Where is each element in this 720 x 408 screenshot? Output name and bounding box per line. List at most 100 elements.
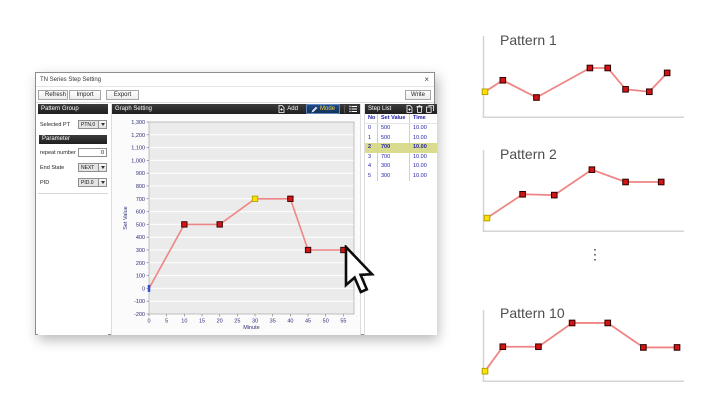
row-no: 1 bbox=[368, 134, 372, 141]
svg-text:30: 30 bbox=[252, 319, 258, 325]
row-no: 0 bbox=[368, 125, 372, 131]
svg-text:200: 200 bbox=[136, 261, 145, 267]
repeat-number-row: repeat number 0 bbox=[39, 148, 107, 157]
add-button[interactable]: Add bbox=[278, 104, 298, 114]
delete-step-icon[interactable] bbox=[416, 105, 423, 113]
row-set-value: 700 bbox=[377, 152, 409, 162]
end-state-label: End State bbox=[40, 164, 65, 171]
titlebar: TN Series Step Setting × bbox=[36, 73, 434, 87]
row-time: 10.00 bbox=[409, 171, 437, 181]
row-time: 10.00 bbox=[409, 162, 437, 172]
add-document-icon bbox=[278, 105, 285, 113]
table-row[interactable]: 1 500 10.00 bbox=[365, 133, 437, 143]
window-content: Pattern Group Selected PT PTN.0 Paramete… bbox=[36, 103, 437, 335]
mode-button[interactable]: Mode bbox=[305, 104, 340, 114]
svg-text:0: 0 bbox=[147, 319, 150, 325]
svg-text:5: 5 bbox=[165, 319, 168, 325]
svg-text:20: 20 bbox=[217, 319, 223, 325]
pattern-2-label: Pattern 2 bbox=[500, 146, 557, 162]
svg-text:1,000: 1,000 bbox=[131, 158, 145, 164]
table-row[interactable]: 4 300 10.00 bbox=[365, 162, 437, 172]
pid-value: PID.0 bbox=[78, 178, 98, 187]
col-set-value: Set Value bbox=[377, 114, 409, 123]
svg-text:Set Value: Set Value bbox=[123, 206, 129, 229]
step-table-body: 0 500 10.00 1 500 10.00 2 700 10.00 3 700 10.00 4 300… bbox=[365, 124, 437, 181]
row-set-value: 300 bbox=[377, 162, 409, 172]
pattern-1-chart bbox=[481, 36, 684, 118]
svg-text:-200: -200 bbox=[134, 312, 145, 318]
svg-text:1,300: 1,300 bbox=[131, 120, 145, 126]
chevron-down-icon bbox=[98, 163, 107, 172]
selected-pt-label: Selected PT bbox=[40, 121, 70, 128]
close-icon[interactable]: × bbox=[424, 74, 429, 84]
svg-text:700: 700 bbox=[136, 197, 145, 203]
row-set-value: 500 bbox=[377, 133, 409, 143]
svg-text:400: 400 bbox=[136, 235, 145, 241]
table-row[interactable]: 2 700 10.00 bbox=[365, 143, 437, 153]
svg-text:800: 800 bbox=[136, 184, 145, 190]
row-no: 3 bbox=[368, 153, 372, 160]
end-state-dropdown[interactable]: NEXT bbox=[78, 163, 107, 172]
end-state-value: NEXT bbox=[78, 163, 98, 172]
svg-text:-100: -100 bbox=[134, 299, 145, 305]
step-table-header: No Set Value Time bbox=[365, 114, 437, 124]
svg-text:50: 50 bbox=[323, 319, 329, 325]
step-list-title: Step List bbox=[368, 106, 392, 112]
row-set-value: 700 bbox=[377, 143, 409, 153]
svg-text:500: 500 bbox=[136, 222, 145, 228]
svg-text:1,100: 1,100 bbox=[131, 146, 145, 152]
mouse-cursor-icon bbox=[344, 245, 375, 294]
pattern-10-label: Pattern 10 bbox=[500, 305, 565, 321]
selected-pt-row: Selected PT PTN.0 bbox=[39, 120, 107, 129]
table-row[interactable]: 5 300 10.00 bbox=[365, 171, 437, 181]
more-patterns-indicator: ⋮ bbox=[588, 246, 602, 262]
graph-panel: Graph Setting Add Mode bbox=[111, 104, 361, 335]
repeat-number-input[interactable]: 0 bbox=[78, 148, 107, 157]
pid-dropdown[interactable]: PID.0 bbox=[78, 178, 107, 187]
svg-text:Minute: Minute bbox=[243, 325, 260, 331]
svg-text:25: 25 bbox=[234, 319, 240, 325]
svg-text:300: 300 bbox=[136, 248, 145, 254]
step-graph[interactable]: -200-10001002003004005006007008009001,00… bbox=[112, 114, 360, 335]
export-button[interactable]: Export bbox=[106, 89, 139, 100]
pid-row: PID PID.0 bbox=[39, 178, 107, 187]
row-set-value: 500 bbox=[377, 124, 409, 134]
col-no: No bbox=[368, 115, 376, 121]
pencil-icon bbox=[311, 106, 318, 112]
svg-text:1,200: 1,200 bbox=[131, 133, 145, 139]
row-time: 10.00 bbox=[409, 124, 437, 134]
selected-pt-value: PTN.0 bbox=[78, 120, 98, 129]
graph-setting-title: Graph Setting bbox=[115, 106, 153, 112]
window-title: TN Series Step Setting bbox=[40, 76, 102, 83]
import-button[interactable]: Import bbox=[69, 89, 101, 100]
svg-text:40: 40 bbox=[287, 319, 293, 325]
svg-text:35: 35 bbox=[270, 319, 276, 325]
mode-label: Mode bbox=[319, 106, 335, 112]
table-row[interactable]: 3 700 10.00 bbox=[365, 152, 437, 162]
row-no: 5 bbox=[368, 172, 372, 179]
add-label: Add bbox=[287, 106, 298, 112]
pattern-group-panel: Pattern Group Selected PT PTN.0 Paramete… bbox=[38, 104, 108, 335]
row-time: 10.00 bbox=[409, 143, 437, 153]
pattern-2-chart bbox=[482, 150, 684, 232]
refresh-button[interactable]: Refresh bbox=[38, 89, 68, 100]
copy-step-icon[interactable] bbox=[426, 105, 434, 113]
chevron-down-icon bbox=[98, 120, 107, 129]
svg-text:15: 15 bbox=[199, 319, 205, 325]
pattern-group-body: Selected PT PTN.0 Parameter repeat numbe… bbox=[38, 114, 108, 194]
pattern-group-header: Pattern Group bbox=[38, 104, 108, 114]
step-list-panel: Step List bbox=[364, 104, 437, 335]
table-row[interactable]: 0 500 10.00 bbox=[365, 124, 437, 134]
graph-area[interactable]: -200 -100 0 100 200 300 400 500 600 700 800 900 1,00… bbox=[112, 114, 360, 335]
write-button[interactable]: Write bbox=[405, 89, 431, 100]
add-step-icon[interactable] bbox=[406, 105, 413, 113]
list-view-button[interactable] bbox=[344, 105, 357, 113]
step-list-header: Step List bbox=[365, 104, 437, 114]
svg-text:10: 10 bbox=[181, 319, 187, 325]
svg-text:600: 600 bbox=[136, 210, 145, 216]
row-set-value: 300 bbox=[377, 171, 409, 181]
selected-pt-dropdown[interactable]: PTN.0 bbox=[78, 120, 107, 129]
step-setting-window: TN Series Step Setting × Refresh Import … bbox=[35, 72, 437, 335]
svg-text:55: 55 bbox=[340, 319, 346, 325]
